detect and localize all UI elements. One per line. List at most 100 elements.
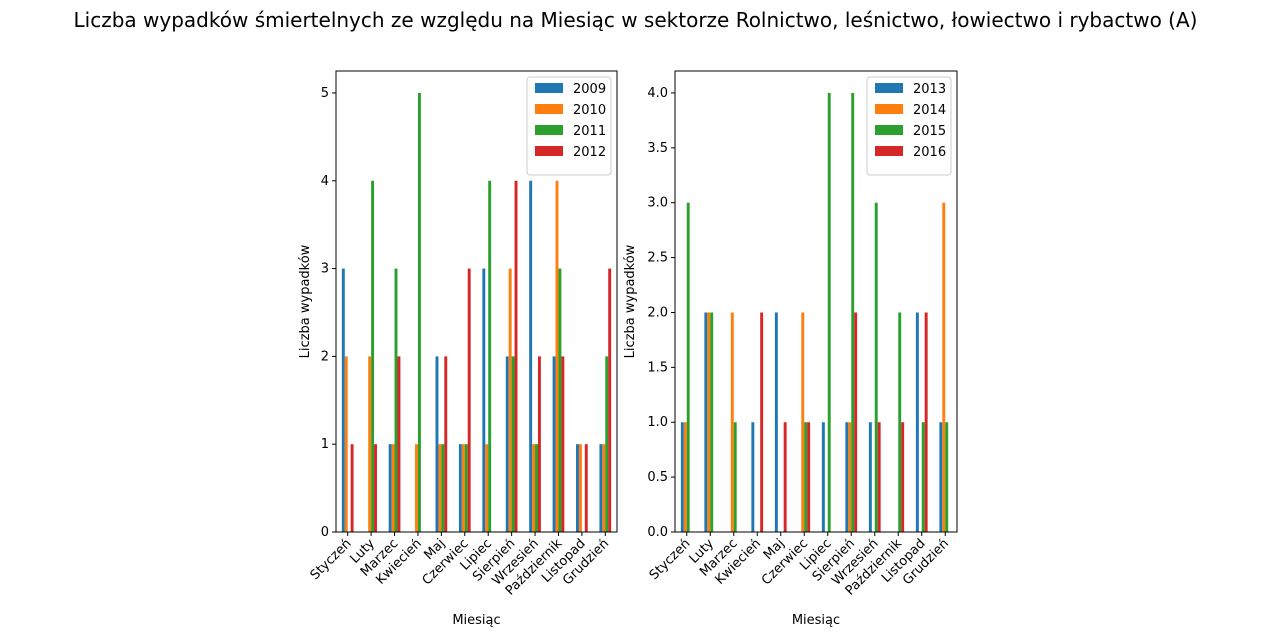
bar (514, 180, 518, 532)
y-tick-label: 0.0 (647, 525, 668, 540)
y-tick-label: 5 (321, 86, 329, 101)
bar (415, 444, 418, 532)
bar (730, 312, 734, 532)
bar (535, 444, 538, 532)
bar (391, 444, 395, 532)
bar (945, 422, 949, 532)
bar (602, 444, 606, 532)
bar (851, 92, 855, 532)
y-tick-label: 3.0 (647, 196, 668, 211)
legend: 2013 2014 2015 2016 (866, 76, 952, 176)
bar (804, 422, 808, 532)
bar (942, 202, 946, 532)
bar (901, 422, 905, 532)
bar (558, 268, 562, 532)
y-tick-label: 4.0 (647, 86, 668, 101)
legend-swatch (875, 125, 903, 135)
legend-swatch (535, 125, 563, 135)
bar (374, 444, 377, 532)
bar (511, 356, 515, 532)
bar (438, 444, 442, 532)
legend-label: 2012 (573, 145, 606, 160)
bar (552, 356, 556, 532)
bar (532, 444, 536, 532)
y-tick-label: 2 (321, 349, 329, 364)
bar (710, 312, 714, 532)
y-tick-label: 4 (321, 174, 329, 189)
legend-swatch (535, 146, 563, 156)
bar (874, 202, 878, 532)
bar (482, 268, 486, 532)
bar (584, 444, 588, 532)
bar (921, 422, 925, 532)
legend-label: 2010 (573, 103, 606, 118)
y-tick-label: 1.5 (647, 360, 668, 375)
y-tick-label: 2.5 (647, 251, 668, 266)
plot-frame (674, 70, 958, 533)
bar (344, 356, 348, 532)
bar (350, 444, 354, 532)
y-tick-label: 1.0 (647, 415, 668, 430)
bar (939, 422, 943, 532)
legend-label: 2013 (913, 82, 946, 97)
legend-swatch (875, 146, 903, 156)
bar (576, 444, 579, 532)
y-tick-label: 3 (321, 262, 329, 277)
bar (464, 444, 468, 532)
bar (341, 268, 345, 532)
bar (915, 312, 919, 532)
bar (505, 356, 509, 532)
bar (898, 312, 902, 532)
x-tick-label: Styczeń (647, 536, 694, 583)
bar (783, 422, 787, 532)
bar (435, 356, 439, 532)
legend-swatch (875, 83, 903, 93)
bar (388, 444, 392, 532)
legend-label: 2016 (913, 145, 946, 160)
bar (467, 268, 471, 532)
bar (877, 422, 881, 532)
x-axis-label: Miesiąc (452, 613, 500, 628)
x-axis-label: Miesiąc (792, 613, 840, 628)
bar (368, 356, 372, 532)
bar (707, 312, 711, 532)
bar (924, 312, 928, 532)
bar (561, 356, 565, 532)
bar (751, 422, 755, 532)
bar (848, 422, 852, 532)
bar (733, 422, 737, 532)
bar (686, 202, 690, 532)
bar (485, 444, 489, 532)
bar (608, 268, 612, 532)
bar (578, 444, 582, 532)
bar (760, 312, 764, 532)
bar (854, 312, 858, 532)
bar (845, 422, 849, 532)
legend-label: 2011 (573, 124, 606, 139)
y-axis-label: Liczba wypadków (623, 244, 638, 358)
subplot-1: 012345StyczeńLutyMarzecKwiecieńMajCzerwi… (298, 70, 618, 628)
bar (529, 180, 533, 532)
bar (774, 312, 778, 532)
y-tick-label: 0 (321, 525, 329, 540)
y-tick-label: 3.5 (647, 141, 668, 156)
bar (599, 444, 603, 532)
subplot-2: 0.00.51.01.52.02.53.03.54.0StyczeńLutyMa… (623, 70, 958, 628)
bar (704, 312, 708, 532)
bar (807, 422, 811, 532)
legend: 2009 2010 2011 2012 (526, 76, 612, 176)
bar (371, 180, 375, 532)
bar (488, 180, 492, 532)
bar (458, 444, 462, 532)
bar (868, 422, 872, 532)
y-tick-label: 2.0 (647, 305, 668, 320)
legend-label: 2014 (913, 103, 946, 118)
bar (461, 444, 465, 532)
bar (683, 422, 687, 532)
legend-label: 2009 (573, 82, 606, 97)
figure-title: Liczba wypadków śmiertelnych ze względu … (73, 8, 1198, 32)
bar (827, 92, 831, 532)
bar (508, 268, 512, 532)
bar (444, 356, 448, 532)
